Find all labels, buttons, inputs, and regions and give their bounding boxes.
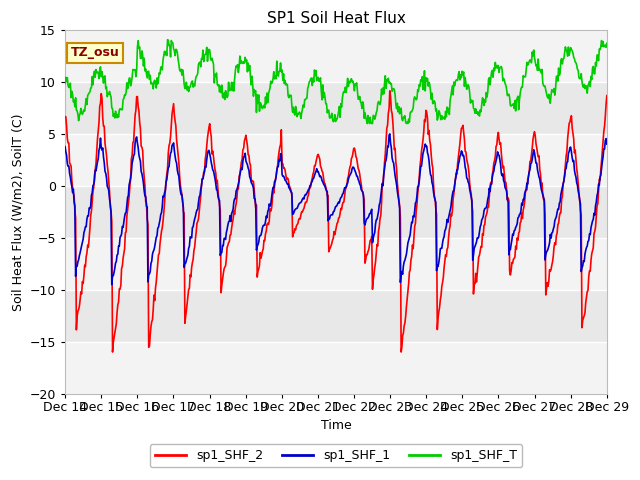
sp1_SHF_T (419, 86, 427, 92)
sp1_SHF_T (603, 40, 611, 46)
Bar (65, 342, 607, 394)
sp1_SHF_T (61, 81, 69, 86)
Legend: sp1_SHF_2, sp1_SHF_1, sp1_SHF_T: sp1_SHF_2, sp1_SHF_1, sp1_SHF_T (150, 444, 522, 468)
sp1_SHF_1 (71, 203, 79, 209)
Title: SP1 Soil Heat Flux: SP1 Soil Heat Flux (266, 11, 405, 26)
sp1_SHF_1 (386, 131, 394, 137)
Text: TZ_osu: TZ_osu (70, 47, 119, 60)
sp1_SHF_2 (211, 167, 219, 172)
Bar (65, 134, 607, 186)
sp1_SHF_2 (71, 208, 79, 214)
sp1_SHF_1 (403, 246, 411, 252)
Bar (65, 238, 607, 290)
sp1_SHF_1 (182, 258, 190, 264)
sp1_SHF_T (182, 79, 190, 85)
sp1_SHF_2 (386, 88, 394, 94)
sp1_SHF_2 (419, 137, 427, 143)
sp1_SHF_1 (211, 176, 219, 181)
Bar (65, 30, 607, 82)
sp1_SHF_T (127, 83, 134, 89)
Line: sp1_SHF_2: sp1_SHF_2 (65, 91, 607, 352)
sp1_SHF_T (164, 37, 172, 43)
sp1_SHF_2 (603, 93, 611, 98)
Y-axis label: Soil Heat Flux (W/m2), SoilT (C): Soil Heat Flux (W/m2), SoilT (C) (11, 113, 24, 311)
sp1_SHF_T (364, 120, 371, 126)
sp1_SHF_2 (403, 296, 411, 302)
sp1_SHF_1 (419, 151, 427, 156)
sp1_SHF_T (71, 104, 79, 109)
sp1_SHF_1 (127, 169, 135, 175)
X-axis label: Time: Time (321, 419, 351, 432)
sp1_SHF_1 (603, 141, 611, 147)
sp1_SHF_2 (182, 308, 190, 313)
sp1_SHF_2 (127, 156, 135, 162)
sp1_SHF_T (211, 72, 219, 77)
sp1_SHF_1 (61, 144, 69, 150)
Line: sp1_SHF_1: sp1_SHF_1 (65, 134, 607, 285)
sp1_SHF_T (403, 120, 411, 125)
sp1_SHF_2 (109, 349, 116, 355)
sp1_SHF_2 (61, 114, 69, 120)
sp1_SHF_1 (108, 282, 116, 288)
Line: sp1_SHF_T: sp1_SHF_T (65, 40, 607, 123)
